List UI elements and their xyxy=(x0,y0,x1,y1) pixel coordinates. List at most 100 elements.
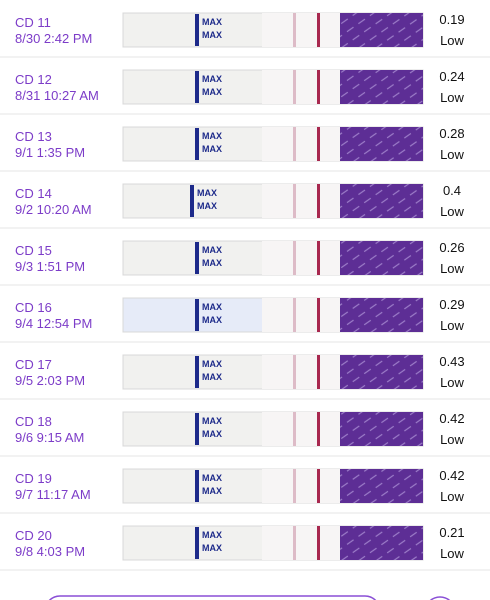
max-label: MAX xyxy=(202,74,222,84)
max-label: MAX xyxy=(197,188,217,198)
entry-row[interactable]: CD 189/6 9:15 AM MAX MAX 0.42 Low xyxy=(0,411,490,457)
test-datetime: 8/31 10:27 AM xyxy=(15,88,99,103)
test-line xyxy=(293,127,296,161)
test-datetime: 9/6 9:15 AM xyxy=(15,430,84,445)
max-label: MAX xyxy=(202,416,222,426)
strip-handle xyxy=(340,70,423,104)
strip-window xyxy=(262,184,340,218)
cycle-day: CD 13 xyxy=(15,129,52,144)
entry-row[interactable]: CD 149/2 10:20 AM MAX MAX 0.4 Low xyxy=(0,183,490,229)
cycle-day: CD 18 xyxy=(15,414,52,429)
max-marker xyxy=(195,470,199,502)
strip-handle xyxy=(340,412,423,446)
strip-window xyxy=(262,13,340,47)
strip-handle xyxy=(340,184,423,218)
lh-value: 0.29 xyxy=(439,297,464,312)
entry-row[interactable]: CD 159/3 1:51 PM MAX MAX 0.26 Low xyxy=(0,240,490,286)
test-datetime: 8/30 2:42 PM xyxy=(15,31,92,46)
max-label: MAX xyxy=(202,543,222,553)
cycle-day: CD 14 xyxy=(15,186,52,201)
lh-value: 0.26 xyxy=(439,240,464,255)
max-label: MAX xyxy=(202,245,222,255)
strip-handle xyxy=(340,241,423,275)
lh-level: Low xyxy=(440,546,464,561)
entry-row[interactable]: CD 169/4 12:54 PM MAX MAX 0.29 Low xyxy=(0,297,490,343)
lh-value: 0.28 xyxy=(439,126,464,141)
max-label: MAX xyxy=(202,530,222,540)
max-label: MAX xyxy=(202,87,222,97)
strip-window xyxy=(262,526,340,560)
entry-row[interactable]: CD 139/1 1:35 PM MAX MAX 0.28 Low xyxy=(0,126,490,172)
max-label: MAX xyxy=(202,359,222,369)
test-datetime: 9/2 10:20 AM xyxy=(15,202,92,217)
strip-handle xyxy=(340,526,423,560)
max-marker xyxy=(195,527,199,559)
strip-window xyxy=(262,412,340,446)
lh-level: Low xyxy=(440,432,464,447)
max-label: MAX xyxy=(202,258,222,268)
strip-window xyxy=(262,127,340,161)
max-marker xyxy=(190,185,194,217)
test-datetime: 9/3 1:51 PM xyxy=(15,259,85,274)
entry-row[interactable]: CD 199/7 11:17 AM MAX MAX 0.42 Low xyxy=(0,468,490,514)
entry-row[interactable]: CD 209/8 4:03 PM MAX MAX 0.21 Low xyxy=(0,525,490,571)
control-line xyxy=(317,412,320,446)
max-label: MAX xyxy=(202,17,222,27)
lh-value: 0.43 xyxy=(439,354,464,369)
strip-handle xyxy=(340,13,423,47)
max-marker xyxy=(195,299,199,331)
max-marker xyxy=(195,242,199,274)
cycle-day: CD 20 xyxy=(15,528,52,543)
cycle-day: CD 16 xyxy=(15,300,52,315)
control-line xyxy=(317,13,320,47)
entry-row[interactable]: CD 179/5 2:03 PM MAX MAX 0.43 Low xyxy=(0,354,490,400)
strip-window xyxy=(262,469,340,503)
test-line xyxy=(293,469,296,503)
strip-window xyxy=(262,355,340,389)
add-button[interactable] xyxy=(425,596,455,600)
max-label: MAX xyxy=(202,315,222,325)
max-label: MAX xyxy=(202,486,222,496)
test-line xyxy=(293,241,296,275)
entry-row[interactable]: CD 118/30 2:42 PM MAX MAX 0.19 Low xyxy=(0,12,490,58)
lh-level: Low xyxy=(440,90,464,105)
lh-value: 0.24 xyxy=(439,69,464,84)
strip-window xyxy=(262,70,340,104)
control-line xyxy=(317,298,320,332)
max-marker xyxy=(195,14,199,46)
test-line xyxy=(293,412,296,446)
strip-handle xyxy=(340,127,423,161)
cycle-day: CD 12 xyxy=(15,72,52,87)
lh-level: Low xyxy=(440,489,464,504)
cycle-day: CD 17 xyxy=(15,357,52,372)
lh-level: Low xyxy=(440,33,464,48)
entry-row[interactable]: CD 128/31 10:27 AM MAX MAX 0.24 Low xyxy=(0,69,490,115)
action-button[interactable] xyxy=(45,595,380,600)
control-line xyxy=(317,355,320,389)
control-line xyxy=(317,127,320,161)
max-label: MAX xyxy=(202,372,222,382)
max-label: MAX xyxy=(202,30,222,40)
max-label: MAX xyxy=(202,429,222,439)
cycle-day: CD 11 xyxy=(15,15,51,30)
lh-level: Low xyxy=(440,204,464,219)
max-label: MAX xyxy=(202,131,222,141)
max-marker xyxy=(195,413,199,445)
lh-value: 0.42 xyxy=(439,468,464,483)
lh-level: Low xyxy=(440,318,464,333)
max-label: MAX xyxy=(202,302,222,312)
max-marker xyxy=(195,356,199,388)
control-line xyxy=(317,526,320,560)
test-datetime: 9/4 12:54 PM xyxy=(15,316,92,331)
control-line xyxy=(317,241,320,275)
test-datetime: 9/8 4:03 PM xyxy=(15,544,85,559)
strip-handle xyxy=(340,298,423,332)
max-label: MAX xyxy=(202,144,222,154)
test-datetime: 9/5 2:03 PM xyxy=(15,373,85,388)
max-marker xyxy=(195,128,199,160)
cycle-day: CD 15 xyxy=(15,243,52,258)
lh-level: Low xyxy=(440,261,464,276)
max-label: MAX xyxy=(202,473,222,483)
